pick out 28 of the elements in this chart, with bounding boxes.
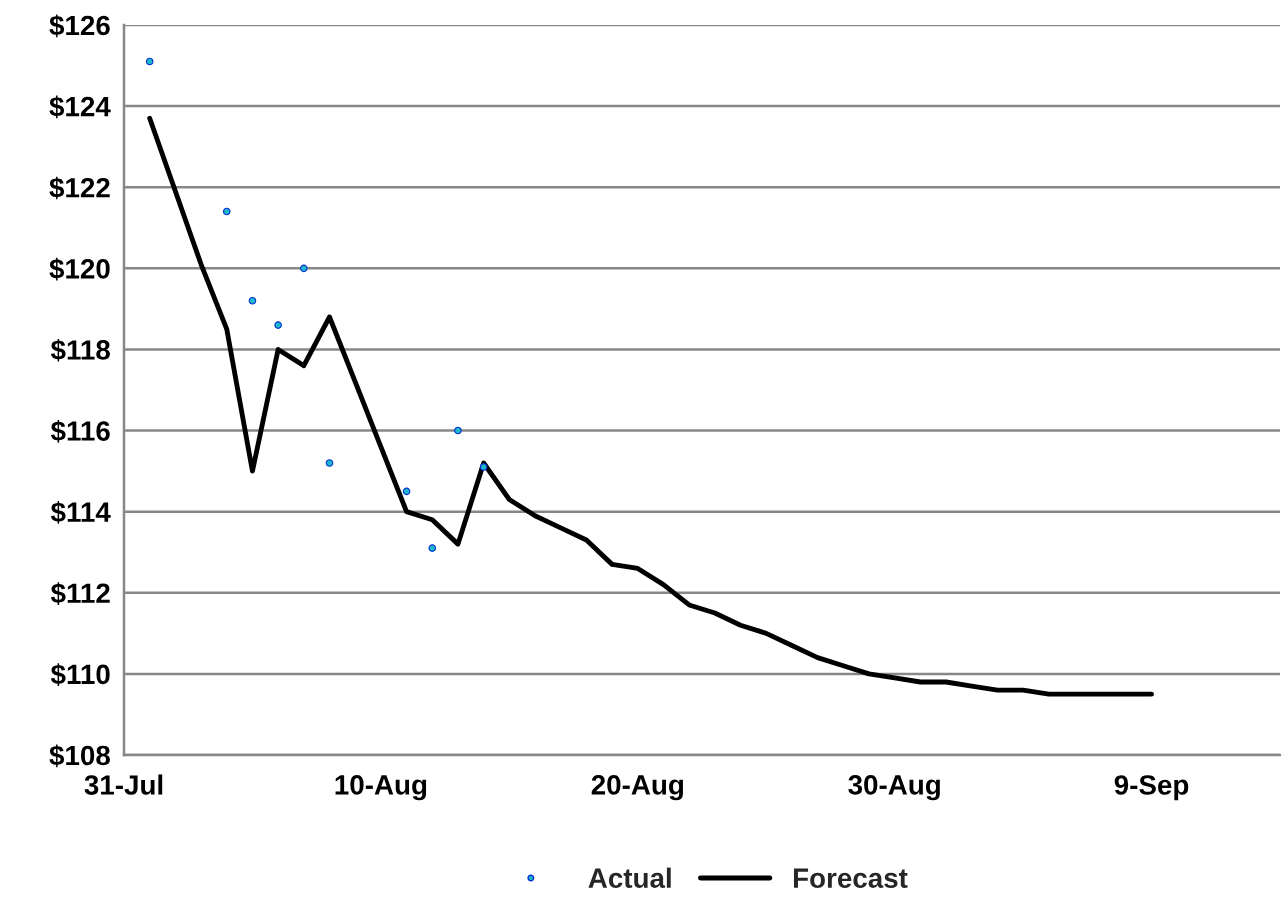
y-tick-label: $112: [50, 582, 110, 605]
point: [325, 459, 334, 467]
legend-label: Actual: [588, 867, 671, 888]
x-tick-label: 31-Jul: [84, 774, 163, 795]
y-tick-label: $124: [49, 95, 111, 119]
point: [402, 487, 411, 496]
y-tick-label: $108: [49, 744, 110, 768]
point: [300, 264, 308, 273]
point: [222, 207, 231, 216]
x-tick-label: 20-Aug: [591, 775, 683, 801]
y-tick-label: $116: [50, 420, 110, 443]
point: [274, 321, 282, 329]
y-tick-label: $118: [50, 338, 110, 362]
y-tick-label: $120: [49, 257, 110, 281]
point: [479, 463, 488, 471]
y-tick-label: $110: [50, 663, 110, 687]
x-tick-label: 30-Aug: [848, 775, 940, 801]
point: [428, 544, 437, 552]
line-series: [147, 115, 1154, 697]
legend-label: Forecast: [793, 868, 908, 888]
point: [248, 296, 257, 305]
y-tick-label: $114: [50, 501, 111, 524]
y-tick-label: $126: [49, 14, 110, 38]
x-tick-label: 9-Sep: [1114, 775, 1189, 801]
point: [454, 426, 462, 435]
point: [145, 57, 154, 66]
y-tick-label: $122: [49, 176, 110, 200]
x-tick-label: 10-Aug: [335, 775, 427, 801]
